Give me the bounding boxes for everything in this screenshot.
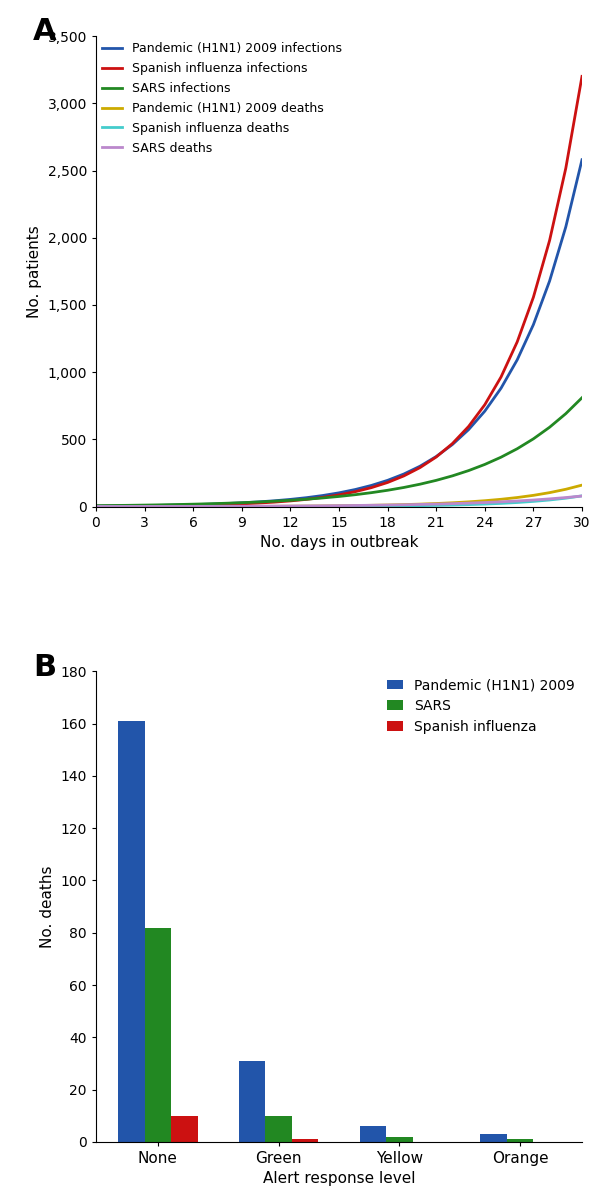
- Bar: [359, 1126, 386, 1142]
- Bar: [480, 1133, 507, 1142]
- Legend: Pandemic (H1N1) 2009 infections, Spanish influenza infections, SARS infections, : Pandemic (H1N1) 2009 infections, Spanish…: [102, 42, 342, 155]
- Text: A: A: [33, 17, 56, 46]
- Bar: [239, 1061, 265, 1142]
- Bar: [265, 1115, 292, 1142]
- Bar: [171, 1115, 198, 1142]
- Text: B: B: [33, 653, 56, 682]
- Bar: [386, 1137, 413, 1142]
- X-axis label: Alert response level: Alert response level: [263, 1172, 415, 1186]
- Y-axis label: No. patients: No. patients: [27, 225, 42, 317]
- Bar: [145, 928, 171, 1142]
- Bar: [118, 721, 145, 1142]
- Y-axis label: No. deaths: No. deaths: [40, 865, 55, 948]
- X-axis label: No. days in outbreak: No. days in outbreak: [260, 535, 418, 551]
- Bar: [507, 1139, 533, 1142]
- Bar: [292, 1139, 319, 1142]
- Legend: Pandemic (H1N1) 2009, SARS, Spanish influenza: Pandemic (H1N1) 2009, SARS, Spanish infl…: [386, 678, 575, 734]
